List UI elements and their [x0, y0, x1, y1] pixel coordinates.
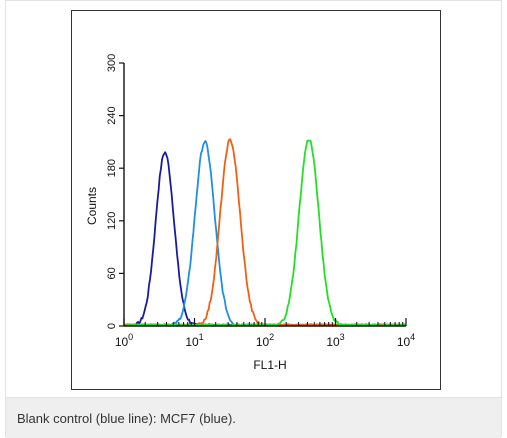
histogram-series-2 [123, 140, 407, 327]
x-tick-base: 10 [185, 335, 199, 349]
figure-caption: Blank control (blue line): MCF7 (blue). [17, 411, 236, 426]
histogram-series-1 [123, 151, 407, 327]
y-tick-label: 120 [106, 212, 118, 230]
y-tick-label: 300 [106, 54, 118, 72]
x-tick-label: 104 [397, 332, 415, 349]
figure-frame: 100 101 102 103 104 0 60 120 180 240 300 FL1-H Co… [71, 10, 441, 390]
x-tick-exponent: 1 [199, 332, 204, 342]
x-axis-label: FL1-H [253, 358, 286, 372]
x-tick-base: 10 [256, 335, 270, 349]
caption-bar: Blank control (blue line): MCF7 (blue). [6, 397, 501, 438]
y-tick-label: 240 [106, 106, 118, 124]
x-axis: 100 101 102 103 104 [115, 318, 415, 349]
x-tick-exponent: 3 [340, 332, 345, 342]
y-axis-label: Counts [85, 187, 99, 225]
x-tick-label: 101 [185, 332, 203, 349]
y-tick-label: 0 [106, 323, 118, 329]
y-tick-label: 180 [106, 159, 118, 177]
histogram-series-3 [123, 138, 407, 327]
x-tick-exponent: 0 [128, 332, 133, 342]
x-tick-label: 103 [326, 332, 344, 349]
x-tick-base: 10 [115, 335, 129, 349]
x-tick-label: 100 [115, 332, 133, 349]
histogram-series-4 [123, 139, 407, 327]
x-tick-base: 10 [326, 335, 340, 349]
x-tick-exponent: 2 [269, 332, 274, 342]
figure-card: 100 101 102 103 104 0 60 120 180 240 300 FL1-H Co… [5, 0, 502, 438]
x-tick-base: 10 [397, 335, 411, 349]
x-tick-label: 102 [256, 332, 274, 349]
y-tick-label: 60 [106, 267, 118, 279]
x-tick-exponent: 4 [410, 332, 415, 342]
plot-area [123, 138, 407, 327]
y-axis: 0 60 120 180 240 300 [106, 54, 125, 329]
